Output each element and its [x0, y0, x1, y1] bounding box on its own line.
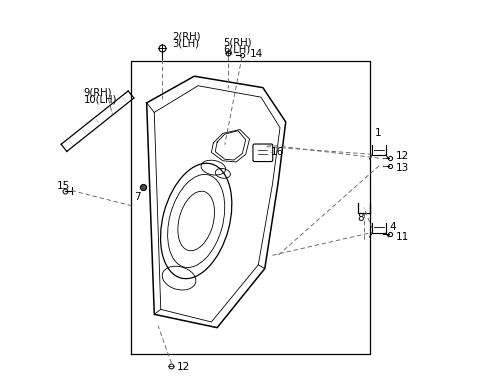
Text: 8: 8 — [357, 213, 363, 223]
Text: 6(LH): 6(LH) — [223, 45, 250, 55]
Text: 1: 1 — [374, 128, 381, 138]
Text: 4: 4 — [389, 223, 396, 232]
Text: 12: 12 — [177, 362, 191, 371]
Text: 15: 15 — [56, 181, 70, 191]
FancyBboxPatch shape — [253, 144, 273, 162]
Text: 13: 13 — [396, 163, 408, 173]
Text: 7: 7 — [134, 192, 141, 202]
Text: 14: 14 — [250, 49, 263, 59]
Text: 11: 11 — [396, 232, 408, 242]
Text: 5(RH): 5(RH) — [223, 37, 252, 47]
Text: 9(RH): 9(RH) — [84, 87, 112, 97]
Text: 10(LH): 10(LH) — [84, 95, 117, 105]
Text: 16: 16 — [271, 147, 284, 157]
Text: 12: 12 — [396, 151, 408, 161]
Text: 3(LH): 3(LH) — [172, 39, 199, 49]
Text: 2(RH): 2(RH) — [172, 31, 201, 41]
